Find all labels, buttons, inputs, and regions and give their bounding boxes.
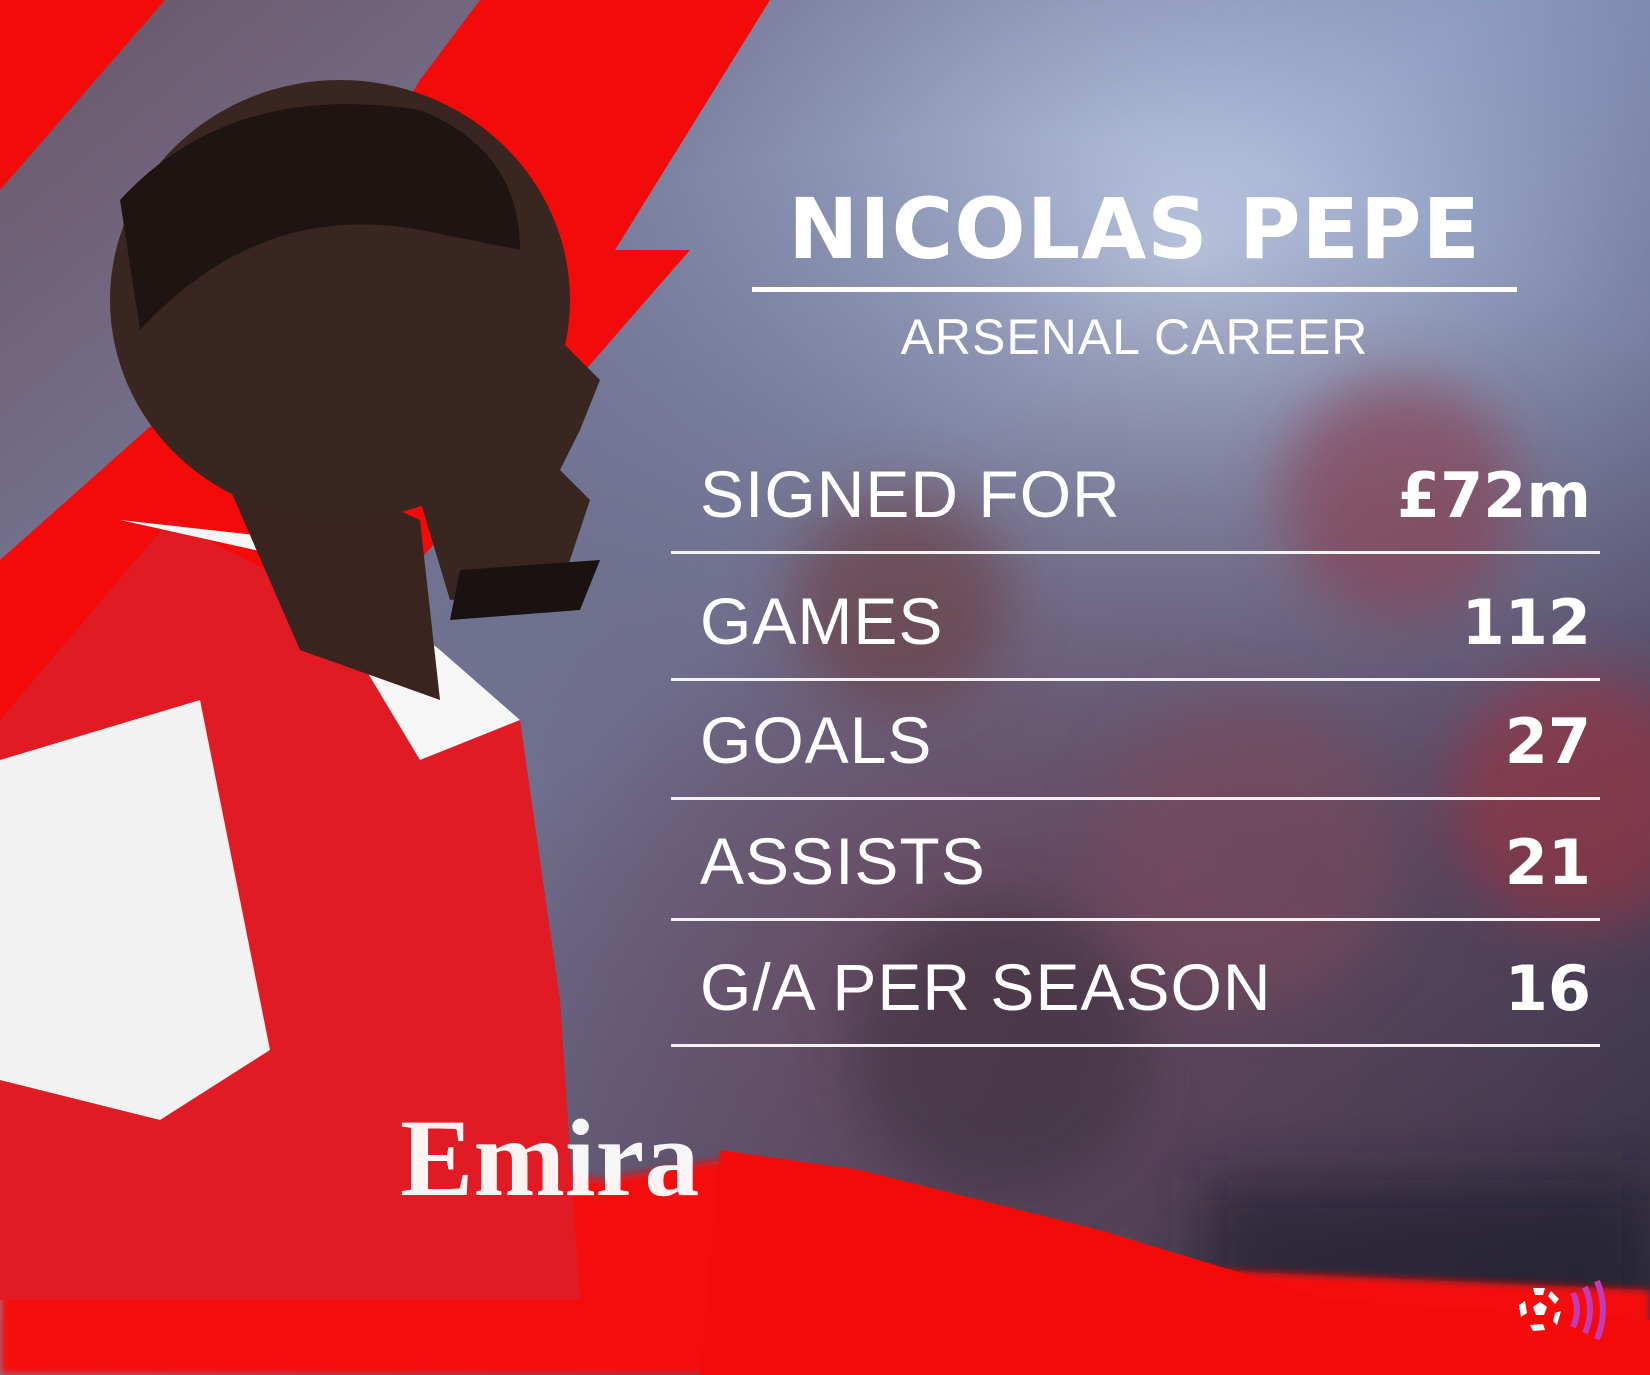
stat-row-goals: GOALS 27	[671, 680, 1600, 800]
stat-row-games: GAMES 112	[671, 561, 1600, 681]
stat-row-assists: ASSISTS 21	[671, 801, 1600, 921]
title-divider	[752, 287, 1517, 292]
stat-value: 16	[1504, 952, 1591, 1025]
stat-label: G/A PER SEASON	[700, 950, 1272, 1024]
stat-row-signed-for: SIGNED FOR £72m	[671, 434, 1600, 554]
shirt-sponsor: Emira	[400, 1097, 699, 1219]
row-divider	[671, 797, 1600, 800]
player-photo: Emira	[0, 80, 699, 1300]
row-divider	[671, 551, 1600, 554]
player-name: NICOLAS PEPE	[788, 180, 1481, 278]
row-divider	[671, 918, 1600, 921]
stat-label: GAMES	[700, 584, 944, 658]
subtitle: ARSENAL CAREER	[900, 309, 1369, 365]
stat-label: GOALS	[700, 703, 933, 777]
stat-value: 27	[1504, 705, 1591, 778]
football-broadcast-icon	[1519, 1279, 1606, 1341]
stat-label: SIGNED FOR	[700, 457, 1121, 531]
stat-value: £72m	[1396, 459, 1591, 532]
stat-value: 21	[1504, 826, 1591, 899]
stat-label: ASSISTS	[700, 824, 986, 898]
stat-row-ga-per-season: G/A PER SEASON 16	[671, 927, 1600, 1047]
stat-value: 112	[1461, 586, 1591, 659]
row-divider	[671, 678, 1600, 681]
row-divider	[671, 1044, 1600, 1047]
